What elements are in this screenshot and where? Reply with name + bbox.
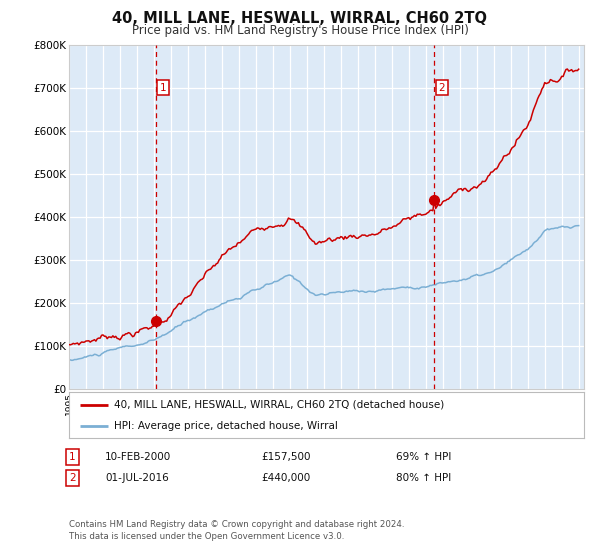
- Text: 1: 1: [160, 83, 167, 93]
- Text: 80% ↑ HPI: 80% ↑ HPI: [396, 473, 451, 483]
- Text: 40, MILL LANE, HESWALL, WIRRAL, CH60 2TQ (detached house): 40, MILL LANE, HESWALL, WIRRAL, CH60 2TQ…: [115, 400, 445, 410]
- Text: £440,000: £440,000: [261, 473, 310, 483]
- Text: Contains HM Land Registry data © Crown copyright and database right 2024.: Contains HM Land Registry data © Crown c…: [69, 520, 404, 529]
- Text: This data is licensed under the Open Government Licence v3.0.: This data is licensed under the Open Gov…: [69, 532, 344, 541]
- Text: 1: 1: [69, 452, 76, 462]
- Text: 01-JUL-2016: 01-JUL-2016: [105, 473, 169, 483]
- Text: HPI: Average price, detached house, Wirral: HPI: Average price, detached house, Wirr…: [115, 421, 338, 431]
- Text: 10-FEB-2000: 10-FEB-2000: [105, 452, 171, 462]
- Text: Price paid vs. HM Land Registry's House Price Index (HPI): Price paid vs. HM Land Registry's House …: [131, 24, 469, 36]
- Text: 2: 2: [69, 473, 76, 483]
- Text: £157,500: £157,500: [261, 452, 311, 462]
- Text: 40, MILL LANE, HESWALL, WIRRAL, CH60 2TQ: 40, MILL LANE, HESWALL, WIRRAL, CH60 2TQ: [113, 11, 487, 26]
- Text: 69% ↑ HPI: 69% ↑ HPI: [396, 452, 451, 462]
- Text: 2: 2: [439, 83, 445, 93]
